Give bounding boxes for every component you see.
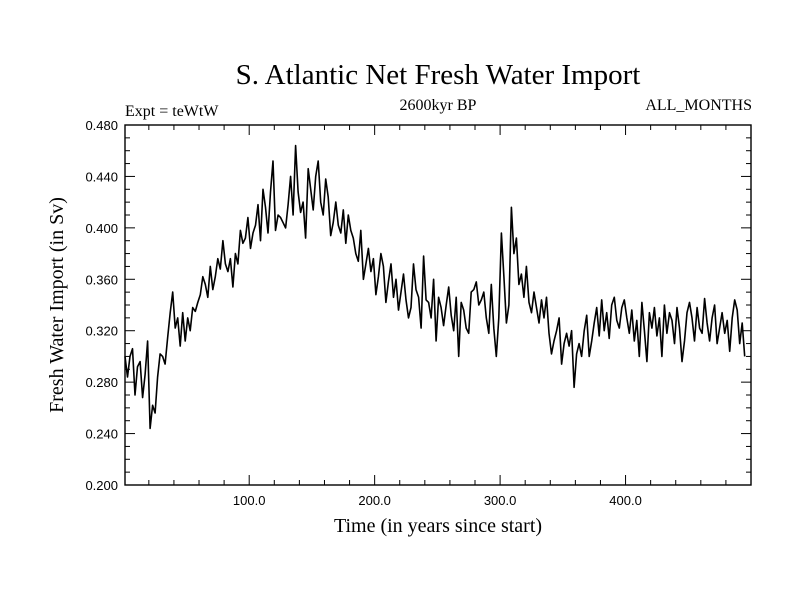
y-tick-label: 0.480 <box>85 118 118 133</box>
chart-right-label: ALL_MONTHS <box>645 97 752 114</box>
x-axis-label: Time (in years since start) <box>334 515 542 537</box>
y-axis-label: Fresh Water Import (in Sv) <box>46 197 68 413</box>
y-tick-label: 0.440 <box>85 169 118 184</box>
y-tick-label: 0.400 <box>85 221 118 236</box>
axis-ticks <box>125 124 751 486</box>
chart-subtitle: 2600kyr BP <box>400 97 477 114</box>
y-tick-label: 0.320 <box>85 324 118 339</box>
plot-frame <box>124 124 752 486</box>
axis-tick-labels: 0.200 0.240 0.280 0.320 0.360 0.400 0.440 0.480… <box>85 118 641 508</box>
x-tick-label: 200.0 <box>358 493 391 508</box>
chart-title: S. Atlantic Net Fresh Water Import <box>236 59 641 91</box>
chart-left-label: Expt = teWtW <box>125 103 219 120</box>
y-tick-label: 0.360 <box>85 272 118 287</box>
x-tick-label: 100.0 <box>233 493 266 508</box>
y-tick-label: 0.240 <box>85 427 118 442</box>
x-tick-label: 400.0 <box>609 493 642 508</box>
y-tick-label: 0.280 <box>85 375 118 390</box>
x-tick-label: 300.0 <box>484 493 517 508</box>
y-tick-label: 0.200 <box>85 478 118 493</box>
data-series-line <box>124 144 746 430</box>
